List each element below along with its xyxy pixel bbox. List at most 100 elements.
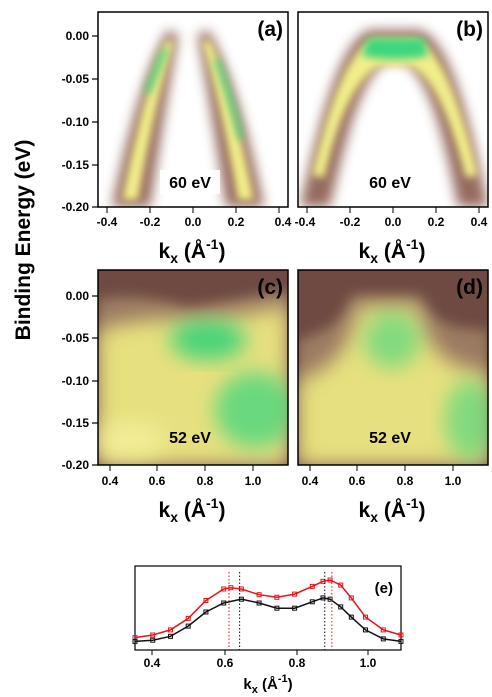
data-point-black [221,600,227,606]
y-tick: -0.15 [62,416,90,430]
data-point-red [256,592,262,598]
x-tick: 0.6 [349,474,366,488]
data-point-black [132,638,138,644]
data-point-red [228,585,234,591]
series-line-red [134,579,402,639]
y-tick: 0.00 [66,29,90,43]
y-tick: -0.05 [62,331,90,345]
x-tick: 0.2 [428,215,445,229]
data-point-black [274,605,280,611]
data-point-black [338,604,344,610]
data-point-black [309,599,315,605]
x-axis-label-e: kx (Å-1) [243,673,292,696]
x-tick: -0.2 [340,215,361,229]
x-axis-label-d: kx (Å-1) [359,495,426,525]
x-tick: 1.0 [245,474,262,488]
x-tick: 0.8 [397,474,414,488]
data-point-red [363,614,368,620]
data-point-red [309,583,315,589]
panel-d-energy: 52 eV [369,430,411,447]
data-point-black [256,600,262,606]
x-axis-e: 0.4 0.6 0.8 1.0 [144,650,377,670]
data-point-red [150,632,156,638]
x-tick: 0.6 [149,474,166,488]
data-point-black [292,605,298,611]
y-tick: -0.20 [62,200,90,214]
panel-c-energy: 52 eV [169,430,211,447]
data-point-black [185,623,191,629]
panel-e: (e) 0.4 0.6 0.8 1.0 kx (Å-1) [132,565,404,696]
panel-e-frame [134,565,402,651]
panel-e-label: (e) [375,580,393,597]
x-tick: 1.0 [445,474,462,488]
x-axis-c: 0.4 0.6 0.8 1.0 [102,465,262,488]
x-axis-d: 0.4 0.6 0.8 1.0 [302,465,462,488]
data-point-black [327,596,333,602]
panel-a: (a) 60 eV [97,11,289,208]
x-tick: 0.8 [289,656,306,670]
y-axis-top: 0.00 -0.05 -0.10 -0.15 -0.20 [62,29,98,214]
panel-b-label: (b) [456,18,483,41]
data-point-black [363,627,368,633]
y-axis-label: Binding Energy (eV) [12,140,35,341]
data-point-red [221,586,227,592]
data-point-red [380,627,386,633]
x-tick: 0.8 [197,474,214,488]
x-axis-label-c: kx (Å-1) [159,495,226,525]
data-point-red [320,578,326,584]
panel-d: (d) 52 eV [297,269,489,466]
data-point-red [398,632,404,638]
data-point-red [203,598,209,603]
x-tick: 0.0 [185,215,202,229]
panel-a-energy: 60 eV [169,175,211,192]
x-tick: -0.2 [140,215,161,229]
y-tick: -0.05 [62,72,90,86]
data-point-black [150,637,156,643]
data-point-red [168,627,173,633]
x-tick: 0.4 [471,215,488,229]
x-tick: 0.0 [385,215,402,229]
panel-a-label: (a) [257,18,283,41]
x-tick: 0.4 [102,474,119,488]
data-point-red [238,586,244,592]
y-axis-bottom: 0.00 -0.05 -0.10 -0.15 -0.20 [62,289,98,472]
data-point-red [274,594,280,600]
y-tick: -0.10 [62,115,90,129]
x-tick: 0.4 [302,474,319,488]
x-tick: 0.4 [144,656,161,670]
x-axis-label-b: kx (Å-1) [359,236,426,266]
x-axis-a: -0.4 -0.2 0.0 0.2 0.4 [97,207,292,229]
panel-e-plot [132,572,404,650]
y-tick: -0.15 [62,158,90,172]
x-tick: -0.4 [97,215,118,229]
data-point-red [292,591,298,597]
panel-a-image [98,12,288,207]
data-point-black [380,636,386,642]
panel-b: (b) 60 eV [297,11,489,208]
panel-c-image [98,270,288,465]
data-point-black [168,633,173,639]
panel-c: (c) 52 eV [97,269,289,466]
data-point-black [238,596,244,602]
y-tick: 0.00 [66,289,90,303]
panel-d-label: (d) [456,276,483,299]
y-tick: -0.20 [62,458,90,472]
data-point-red [338,582,344,588]
x-tick: -0.4 [295,215,316,229]
x-axis-label-a: kx (Å-1) [159,236,226,266]
panel-c-label: (c) [257,276,283,299]
y-tick: -0.10 [62,374,90,388]
data-point-black [348,614,354,620]
x-tick: 0.2 [228,215,245,229]
data-point-black [203,609,209,615]
data-point-red [348,595,354,601]
data-point-black [398,638,404,644]
x-tick: 0.6 [217,656,234,670]
panel-d-image [298,270,488,465]
data-point-red [185,615,191,621]
panel-b-image [298,12,488,207]
x-tick: 0.4 [275,215,292,229]
x-tick: 1.0 [360,656,377,670]
panel-b-energy: 60 eV [369,175,411,192]
